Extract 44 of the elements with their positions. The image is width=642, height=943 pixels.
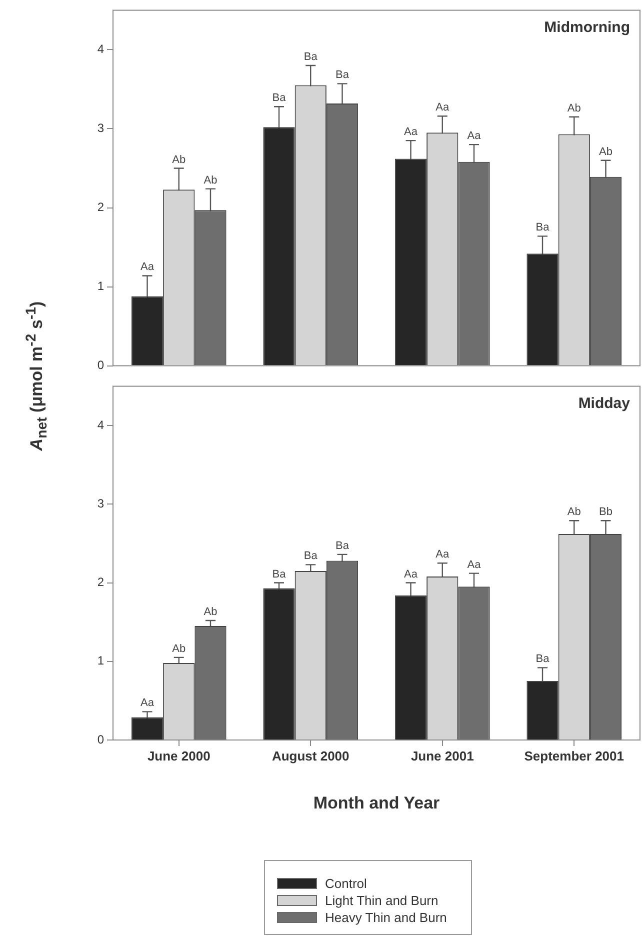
data-label: Aa: [467, 558, 482, 571]
x-axis-title: Month and Year: [313, 793, 440, 812]
text: Midday: [578, 394, 631, 412]
legend-label: Heavy Thin and Burn: [325, 910, 447, 925]
x-tick-label: June 2000: [147, 748, 210, 764]
y-tick-label: 2: [97, 575, 104, 590]
data-label: Ab: [172, 642, 186, 655]
y-tick-label: 0: [97, 732, 104, 746]
data-label: Ba: [304, 51, 318, 64]
legend-label: Control: [325, 876, 367, 891]
y-tick-label: 2: [97, 200, 104, 214]
y-tick-label: 1: [97, 654, 104, 668]
data-label: Ba: [272, 92, 287, 104]
data-label: Aa: [436, 548, 450, 561]
y-tick-label: 4: [97, 42, 104, 56]
data-label: Ba: [272, 568, 287, 580]
data-label: Bb: [599, 506, 612, 518]
data-label: Aa: [140, 261, 155, 274]
data-label: Ab: [172, 154, 186, 166]
y-tick-label: 0: [97, 358, 104, 372]
y-tick-label: 4: [97, 418, 104, 432]
y-tick-label: 1: [97, 279, 104, 294]
y-tick-label: 3: [97, 121, 104, 136]
text: Midmorning: [544, 18, 630, 36]
data-label: Ab: [204, 606, 218, 618]
data-label: Aa: [467, 130, 482, 142]
data-label: Ba: [336, 540, 350, 552]
legend-label: Light Thin and Burn: [325, 893, 438, 908]
data-label: Aa: [404, 126, 418, 138]
data-label: Aa: [436, 102, 450, 114]
data-label: Ba: [536, 222, 550, 234]
data-label: Ab: [567, 102, 581, 114]
data-label: Ba: [536, 653, 550, 666]
data-label: Ba: [336, 69, 350, 82]
data-label: Ba: [304, 550, 318, 562]
y-tick-label: 3: [97, 496, 104, 510]
x-tick-label: September 2001: [524, 748, 624, 764]
x-tick-label: August 2000: [272, 748, 350, 764]
data-label: Ab: [567, 506, 581, 518]
data-label: Ab: [599, 146, 612, 158]
x-tick-label: June 2001: [410, 748, 474, 764]
data-label: Aa: [404, 568, 418, 580]
data-label: Ab: [204, 174, 218, 186]
data-label: Aa: [140, 697, 155, 710]
